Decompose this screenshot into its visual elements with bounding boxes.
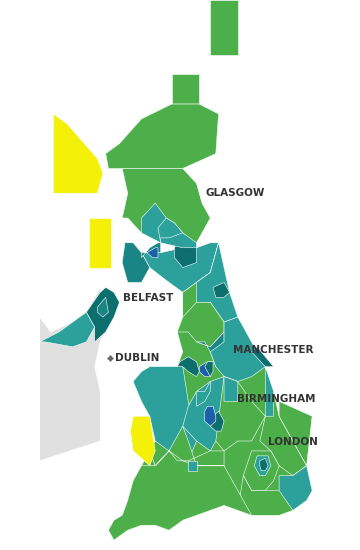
Text: LONDON: LONDON <box>268 437 318 447</box>
Text: DUBLIN: DUBLIN <box>115 353 159 363</box>
Polygon shape <box>106 104 219 168</box>
Polygon shape <box>147 248 158 257</box>
Polygon shape <box>279 402 312 466</box>
Polygon shape <box>125 203 197 248</box>
Polygon shape <box>252 347 274 367</box>
Polygon shape <box>172 74 199 104</box>
Polygon shape <box>213 283 230 298</box>
Polygon shape <box>141 218 219 293</box>
Polygon shape <box>108 426 252 540</box>
Polygon shape <box>161 233 197 248</box>
Polygon shape <box>122 243 150 283</box>
Polygon shape <box>210 411 224 431</box>
Polygon shape <box>89 218 111 267</box>
Text: GLASGOW: GLASGOW <box>206 188 265 198</box>
Polygon shape <box>279 466 312 510</box>
Polygon shape <box>98 298 108 317</box>
Polygon shape <box>177 357 199 377</box>
Polygon shape <box>224 377 238 402</box>
Polygon shape <box>197 332 224 372</box>
Polygon shape <box>106 104 219 168</box>
Polygon shape <box>197 382 210 406</box>
Polygon shape <box>210 0 238 54</box>
Polygon shape <box>0 288 106 471</box>
Polygon shape <box>260 392 307 476</box>
Polygon shape <box>177 302 224 347</box>
Polygon shape <box>86 288 120 342</box>
Text: BIRMINGHAM: BIRMINGHAM <box>237 394 315 404</box>
Text: BELFAST: BELFAST <box>123 293 174 303</box>
Polygon shape <box>210 317 265 382</box>
Polygon shape <box>175 233 197 267</box>
Polygon shape <box>254 456 271 476</box>
Polygon shape <box>53 114 103 193</box>
Polygon shape <box>205 362 213 377</box>
Polygon shape <box>188 461 197 471</box>
Polygon shape <box>40 312 95 347</box>
Polygon shape <box>141 243 161 257</box>
Polygon shape <box>130 416 155 466</box>
Polygon shape <box>108 243 312 540</box>
Polygon shape <box>205 406 216 426</box>
Polygon shape <box>133 367 197 466</box>
Polygon shape <box>252 342 274 367</box>
Polygon shape <box>210 377 265 451</box>
Polygon shape <box>243 451 279 491</box>
Text: MANCHESTER: MANCHESTER <box>233 345 314 355</box>
Polygon shape <box>265 367 274 416</box>
Polygon shape <box>199 362 213 377</box>
Polygon shape <box>122 168 210 248</box>
Polygon shape <box>238 466 312 515</box>
Polygon shape <box>260 458 268 471</box>
Polygon shape <box>197 243 238 322</box>
Polygon shape <box>183 377 224 451</box>
